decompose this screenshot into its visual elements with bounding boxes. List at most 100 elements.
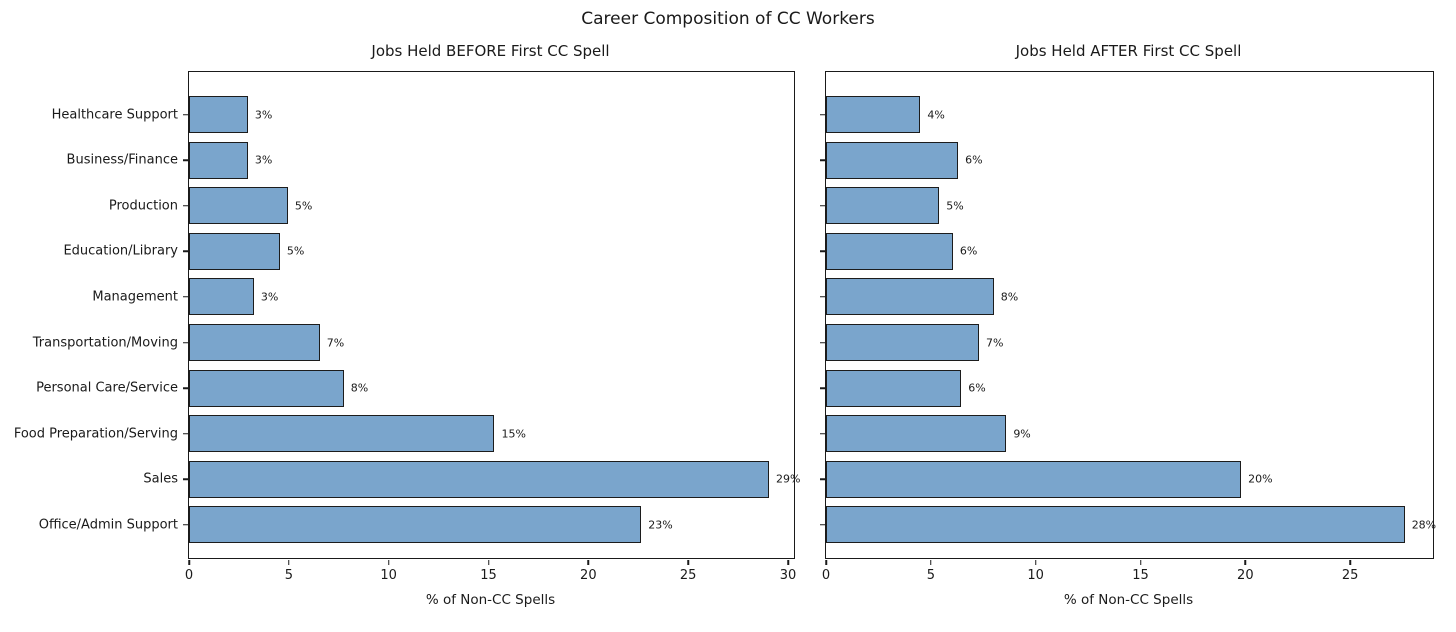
axes-title-before: Jobs Held BEFORE First CC Spell (371, 42, 610, 60)
axes-title-after: Jobs Held AFTER First CC Spell (1015, 42, 1242, 60)
y-tick-mark (819, 478, 825, 481)
x-tick-mark (930, 559, 932, 565)
x-tick-label-15: 15 (1132, 568, 1149, 583)
bar-value-label-office-admin-support: 28% (1411, 518, 1437, 532)
y-tick-mark (819, 341, 825, 344)
bar-office-admin-support (826, 506, 1405, 544)
y-tick-mark (182, 159, 188, 161)
y-tick-mark (819, 159, 825, 161)
bar-healthcare-support (826, 96, 921, 133)
x-tick-mark (1349, 559, 1351, 565)
figure-title: Career Composition of CC Workers (581, 9, 875, 29)
bar-value-label-management: 8% (1000, 290, 1019, 304)
x-tick-label-0: 0 (184, 568, 194, 583)
y-tick-mark (182, 296, 188, 298)
bar-value-label-food-preparation-serving: 15% (501, 427, 526, 441)
x-tick-mark (1244, 559, 1247, 565)
x-tick-label-20: 20 (580, 568, 597, 583)
bar-management (826, 278, 994, 316)
ytick-label-food-preparation-serving: Food Preparation/Serving (13, 426, 178, 442)
y-tick-mark (182, 250, 188, 253)
bar-production (826, 187, 940, 225)
x-tick-mark (1139, 559, 1142, 565)
bar-personal-care-service (826, 369, 962, 407)
bar-food-preparation-serving (189, 415, 495, 453)
ytick-label-management: Management (92, 289, 178, 305)
bar-value-label-personal-care-service: 8% (350, 381, 369, 395)
x-tick-mark (825, 559, 827, 565)
bar-value-label-food-preparation-serving: 9% (1013, 427, 1031, 441)
y-tick-mark (182, 478, 188, 481)
y-tick-mark (819, 524, 825, 526)
ytick-label-office-admin-support: Office/Admin Support (38, 517, 178, 533)
y-tick-mark (819, 204, 825, 207)
x-tick-label-0: 0 (821, 568, 831, 583)
bar-education-library (826, 232, 953, 270)
x-tick-label-5: 5 (284, 568, 293, 583)
ytick-label-transportation-moving: Transportation/Moving (32, 335, 178, 350)
bar-transportation-moving (189, 324, 320, 361)
bar-value-label-sales: 29% (776, 472, 801, 486)
bar-value-label-business-finance: 3% (254, 153, 273, 167)
x-tick-label-10: 10 (380, 568, 397, 583)
xlabel-before: % of Non-CC Spells (425, 592, 556, 608)
bar-value-label-sales: 20% (1248, 472, 1273, 486)
bar-education-library (189, 232, 280, 270)
bar-business-finance (826, 141, 959, 179)
bar-value-label-office-admin-support: 23% (648, 518, 673, 532)
y-tick-mark (182, 387, 188, 389)
ytick-label-sales: Sales (143, 471, 178, 487)
x-tick-mark (487, 559, 490, 565)
bar-value-label-healthcare-support: 3% (254, 108, 273, 121)
bar-business-finance (189, 141, 248, 179)
bar-value-label-education-library: 5% (286, 244, 305, 258)
bar-value-label-business-finance: 6% (965, 153, 983, 167)
ytick-label-personal-care-service: Personal Care/Service (36, 380, 178, 396)
x-tick-label-20: 20 (1237, 568, 1254, 583)
bar-value-label-production: 5% (946, 199, 964, 213)
bar-management (189, 278, 254, 316)
bar-value-label-healthcare-support: 4% (927, 108, 945, 121)
y-tick-mark (819, 387, 825, 389)
bar-healthcare-support (189, 96, 248, 133)
bar-personal-care-service (189, 369, 344, 407)
axes-before-plot: 3% Healthcare Support 3% Business/Finance 5%… (14, 71, 800, 583)
x-tick-label-5: 5 (926, 568, 935, 583)
y-tick-mark (182, 113, 188, 116)
y-tick-mark (819, 296, 825, 298)
bar-value-label-transportation-moving: 7% (326, 336, 345, 349)
y-tick-mark (182, 204, 188, 207)
y-tick-mark (182, 524, 188, 526)
x-tick-mark (288, 559, 290, 565)
x-tick-label-30: 30 (779, 568, 797, 583)
ytick-label-production: Production (108, 198, 178, 214)
bar-value-label-transportation-moving: 7% (986, 336, 1004, 349)
ytick-label-healthcare-support: Healthcare Support (51, 107, 178, 122)
bar-production (189, 187, 288, 225)
y-tick-mark (819, 250, 825, 253)
bar-value-label-management: 3% (260, 290, 279, 304)
y-tick-mark (182, 341, 188, 344)
y-tick-mark (819, 113, 825, 116)
bar-sales (189, 460, 770, 498)
bar-value-label-production: 5% (294, 199, 313, 213)
ytick-label-education-library: Education/Library (63, 243, 178, 259)
x-tick-label-25: 25 (1341, 568, 1359, 583)
x-tick-mark (1034, 559, 1037, 565)
bar-sales (826, 460, 1242, 498)
x-tick-mark (587, 559, 590, 565)
x-tick-mark (188, 559, 190, 565)
x-tick-label-25: 25 (679, 568, 697, 583)
bar-transportation-moving (826, 324, 980, 361)
bar-food-preparation-serving (826, 415, 1007, 453)
axes-after-plot: 4% 6% 5% 6% 8% 7% 6% 9% 20% 28% 0 5 10 15 20 25 (819, 71, 1437, 583)
x-tick-label-10: 10 (1027, 568, 1044, 583)
x-tick-mark (687, 559, 689, 565)
bar-value-label-education-library: 6% (959, 244, 978, 258)
x-tick-mark (787, 559, 789, 565)
ytick-label-business-finance: Business/Finance (66, 152, 178, 168)
bar-office-admin-support (189, 506, 642, 544)
x-tick-label-15: 15 (480, 568, 497, 583)
bar-value-label-personal-care-service: 6% (968, 381, 986, 395)
